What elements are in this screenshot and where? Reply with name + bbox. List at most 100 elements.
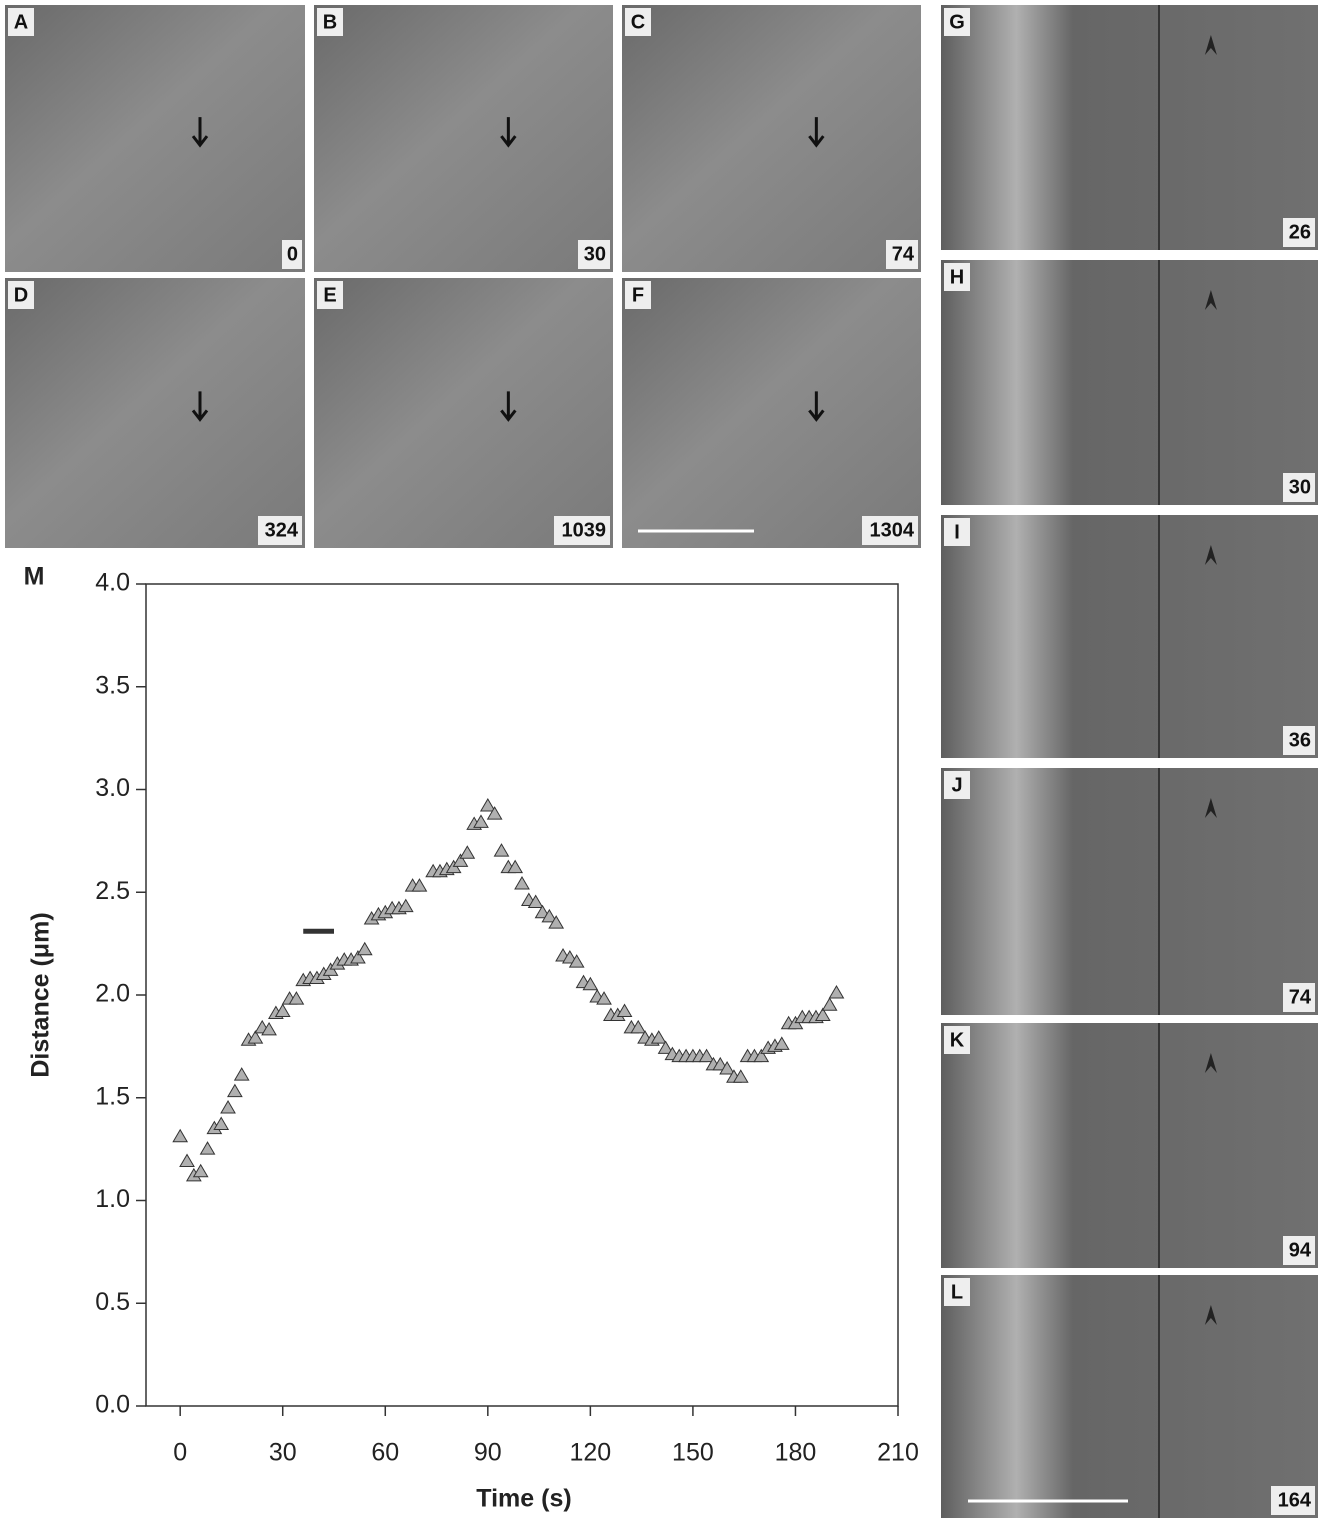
y-tick-label: 4.0 bbox=[95, 569, 130, 597]
time-box bbox=[258, 516, 302, 545]
label-box bbox=[317, 281, 343, 309]
panel-label: E bbox=[323, 284, 336, 306]
data-point bbox=[527, 894, 544, 909]
arrow bbox=[191, 391, 209, 422]
label-box bbox=[317, 8, 343, 36]
x-tick-label: 90 bbox=[474, 1439, 502, 1467]
panel-label: J bbox=[951, 774, 962, 796]
time-label: 0 bbox=[287, 243, 298, 265]
panel-label: B bbox=[323, 11, 337, 33]
data-point bbox=[261, 1021, 277, 1036]
x-tick-label: 0 bbox=[173, 1439, 187, 1467]
data-point bbox=[753, 1048, 770, 1063]
data-point bbox=[719, 1060, 735, 1075]
time-box bbox=[1283, 726, 1315, 755]
x-tick-label: 150 bbox=[672, 1439, 714, 1467]
micrograph bbox=[5, 278, 305, 548]
label-box bbox=[8, 281, 34, 309]
panel-label: L bbox=[951, 1281, 963, 1303]
micrograph bbox=[622, 5, 921, 272]
data-point bbox=[507, 859, 524, 874]
time-label: 94 bbox=[1289, 1239, 1312, 1261]
time-label: 26 bbox=[1289, 221, 1311, 243]
label-box bbox=[944, 8, 970, 36]
label-box bbox=[944, 518, 970, 546]
time-label: 324 bbox=[265, 519, 299, 541]
panel-label: F bbox=[632, 284, 644, 306]
time-label: 1304 bbox=[870, 519, 915, 541]
time-label: 30 bbox=[1289, 476, 1311, 498]
y-tick-label: 1.5 bbox=[95, 1082, 130, 1110]
data-point bbox=[350, 950, 366, 964]
data-point bbox=[541, 908, 558, 923]
arrowhead bbox=[1204, 35, 1217, 55]
y-tick-label: 3.5 bbox=[95, 671, 130, 699]
data-point bbox=[616, 1003, 633, 1017]
time-label: 30 bbox=[584, 243, 606, 265]
data-point bbox=[288, 991, 305, 1005]
time-box bbox=[862, 516, 918, 545]
data-point bbox=[473, 814, 489, 828]
data-point bbox=[732, 1069, 749, 1083]
arrowhead bbox=[1204, 798, 1217, 818]
time-box bbox=[554, 516, 610, 545]
data-point bbox=[650, 1030, 667, 1044]
y-tick-label: 2.5 bbox=[95, 877, 130, 905]
panel-label: G bbox=[949, 11, 965, 33]
data-point bbox=[356, 941, 373, 956]
y-tick-label: 3.0 bbox=[95, 774, 130, 802]
x-tick-label: 30 bbox=[269, 1439, 297, 1467]
arrowhead bbox=[1204, 1053, 1217, 1073]
arrow bbox=[808, 391, 825, 422]
data-point bbox=[213, 1116, 230, 1130]
time-box bbox=[1283, 983, 1315, 1012]
arrow bbox=[191, 117, 209, 148]
micrograph bbox=[941, 1275, 1318, 1518]
panel-label: C bbox=[631, 11, 645, 33]
panel-label: M bbox=[24, 563, 45, 591]
data-point bbox=[220, 1100, 236, 1114]
data-point bbox=[411, 878, 428, 892]
x-tick-label: 180 bbox=[775, 1439, 817, 1467]
data-point bbox=[514, 876, 530, 890]
arrow bbox=[500, 117, 517, 148]
micrograph bbox=[941, 260, 1318, 505]
data-point bbox=[548, 915, 565, 929]
time-label: 1039 bbox=[562, 519, 607, 541]
micrograph bbox=[941, 1023, 1318, 1268]
y-axis-title: Distance (μm) bbox=[27, 912, 55, 1077]
data-point bbox=[274, 1003, 291, 1017]
data-point bbox=[493, 843, 510, 857]
time-box bbox=[578, 240, 610, 269]
time-label: 74 bbox=[892, 243, 915, 265]
data-point bbox=[192, 1163, 209, 1178]
x-tick-label: 60 bbox=[371, 1439, 399, 1467]
time-label: 74 bbox=[1289, 986, 1312, 1008]
time-box bbox=[282, 240, 302, 269]
x-tick-label: 210 bbox=[877, 1439, 919, 1467]
data-point bbox=[179, 1153, 195, 1167]
data-point bbox=[233, 1067, 250, 1081]
panel-label: H bbox=[950, 266, 964, 288]
panel-label: K bbox=[950, 1029, 965, 1051]
data-point bbox=[596, 991, 612, 1005]
panel-label: A bbox=[14, 11, 28, 33]
data-point bbox=[227, 1083, 243, 1098]
data-point bbox=[452, 853, 469, 867]
label-box bbox=[625, 281, 651, 309]
time-box bbox=[886, 240, 918, 269]
label-box bbox=[8, 8, 34, 36]
label-box bbox=[944, 1026, 970, 1054]
micrograph bbox=[314, 278, 613, 548]
arrowhead bbox=[1204, 290, 1217, 310]
data-point bbox=[630, 1019, 647, 1034]
data-point bbox=[698, 1048, 715, 1063]
panel-label: I bbox=[954, 521, 960, 543]
micrograph bbox=[941, 515, 1318, 758]
arrowhead bbox=[1204, 545, 1217, 565]
panel-label: D bbox=[14, 284, 28, 306]
data-point bbox=[828, 984, 845, 999]
micrograph bbox=[5, 5, 305, 272]
arrow bbox=[500, 391, 517, 422]
